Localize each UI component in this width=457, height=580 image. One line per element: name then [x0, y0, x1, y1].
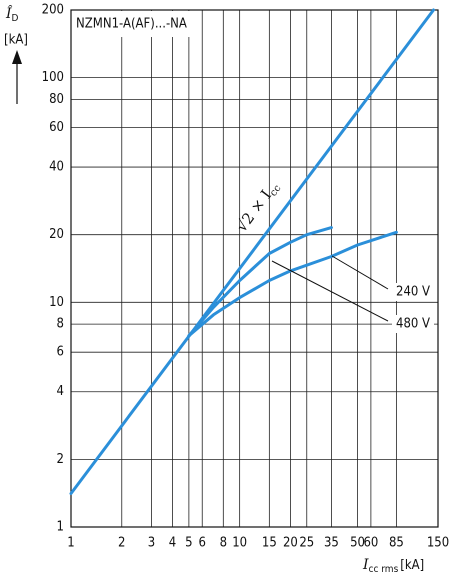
x-tick-label: 4 [169, 536, 176, 551]
x-tick-label: 150 [427, 536, 449, 551]
x-tick-label: 25 [299, 536, 314, 551]
y-axis-arrow-head [12, 50, 22, 64]
series-line [187, 230, 398, 338]
x-tick-label: 2 [118, 536, 125, 551]
x-tick-label: 1 [67, 536, 74, 551]
x-tick-label: 15 [262, 536, 277, 551]
y-tick-label: 6 [57, 345, 64, 360]
chart-title: NZMN1-A(AF)...-NA [76, 17, 187, 32]
y-axis-unit: [kA] [4, 33, 28, 48]
y-axis-label: ÎD [5, 4, 19, 24]
plot-frame [70, 9, 439, 528]
y-tick-label: 200 [42, 3, 64, 18]
y-tick-label: 8 [57, 317, 64, 332]
label-background [392, 283, 434, 301]
x-tick-label: 35 [324, 536, 339, 551]
x-axis-sub: cc rms [369, 564, 399, 575]
x-tick-label: 6 [199, 536, 206, 551]
y-tick-label: 20 [49, 227, 64, 242]
x-axis-unit: [kA] [400, 558, 424, 573]
series-label: 240 V [396, 285, 430, 300]
y-tick-label: 10 [49, 295, 64, 310]
y-axis-symbol: Î [5, 4, 13, 22]
x-tick-label: 10 [232, 536, 247, 551]
sqrt-label: √2 × Icc [232, 177, 283, 236]
leader-line [331, 255, 389, 290]
y-tick-label: 60 [49, 120, 64, 135]
y-tick-label: 100 [42, 70, 64, 85]
x-tick-label: 60 [363, 536, 378, 551]
series-line [69, 8, 435, 495]
x-tick-label: 85 [389, 536, 404, 551]
x-tick-label: 8 [220, 536, 227, 551]
series-line [187, 226, 333, 338]
y-tick-label: 1 [57, 520, 64, 535]
y-tick-label: 2 [57, 452, 64, 467]
y-tick-label: 40 [49, 160, 64, 175]
title-background [72, 11, 198, 37]
y-tick-label: 80 [49, 92, 64, 107]
label-background [392, 315, 434, 333]
y-axis-sub: D [12, 13, 19, 24]
x-tick-label: 5 [185, 536, 192, 551]
leader-line [271, 260, 389, 322]
x-axis-symbol: I [362, 557, 369, 573]
x-tick-label: 3 [148, 536, 155, 551]
x-tick-label: 50 [350, 536, 365, 551]
y-tick-label: 4 [57, 384, 64, 399]
x-axis-label: Icc rms [kA] [362, 557, 424, 575]
x-tick-label: 20 [283, 536, 298, 551]
series-label: 480 V [396, 317, 430, 332]
